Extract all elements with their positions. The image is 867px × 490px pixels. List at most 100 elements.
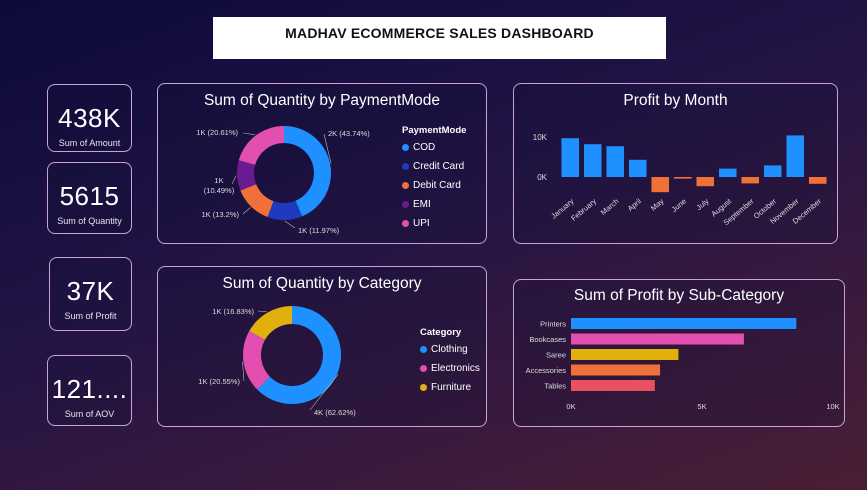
chart-title: Sum of Profit by Sub-Category [573,287,785,304]
legend-item[interactable]: EMI [402,199,466,210]
legend-item[interactable]: UPI [402,218,466,229]
donut-slice[interactable] [257,306,341,404]
month-bar[interactable] [696,177,715,187]
y-tick-label: 10K [533,133,548,142]
kpi-label: Sum of Quantity [57,216,122,226]
leader-line [231,175,237,185]
month-bar[interactable] [561,138,580,177]
leader-line [284,220,296,229]
month-bar[interactable] [583,144,602,177]
leader-line [242,132,256,136]
legend-title: Category [420,327,462,338]
data-label: 1K (16.83%) [212,307,254,316]
panel-quantity-by-category[interactable]: Sum of Quantity by Category 4K (62.62%) 1… [157,266,487,427]
month-bar[interactable] [786,135,805,177]
panel-profit-by-subcategory[interactable]: Sum of Profit by Sub-Category Printers Bo… [513,279,845,427]
legend-dot [402,144,409,151]
legend-label: UPI [413,218,430,229]
month-bar[interactable] [651,177,670,193]
legend-dot [402,163,409,170]
x-tick-label: 5K [697,402,706,411]
x-tick-label: February [569,196,598,222]
x-tick-label: 10K [826,402,839,411]
category-donut-chart: 4K (62.62%) 1K (20.55%) 1K (16.83%) [198,306,356,417]
donut-slice[interactable] [240,184,274,218]
month-bar[interactable] [718,168,737,177]
kpi-card-amount[interactable]: 438K Sum of Amount [47,84,132,152]
x-tick-label: June [670,197,688,214]
month-bar[interactable] [673,177,692,179]
month-bar[interactable] [808,177,827,184]
donut-slice[interactable] [267,200,303,220]
legend-item[interactable]: Furniture [420,382,480,393]
month-bar[interactable] [606,146,625,177]
leader-line [242,361,245,382]
legend-paymentmode: PaymentMode COD Credit Card Debit Card E… [402,125,466,237]
subcategory-bar[interactable] [571,380,655,391]
kpi-label: Sum of Amount [58,138,121,148]
legend-label: Debit Card [413,180,461,191]
legend-item[interactable]: Debit Card [402,180,466,191]
leader-line [242,207,251,215]
y-tick-label: Tables [544,382,566,391]
subcategory-bar[interactable] [571,333,744,345]
subcategory-bar[interactable] [571,364,661,376]
legend-title: PaymentMode [402,125,467,136]
dashboard-title: MADHAV ECOMMERCE SALES DASHBOARD [213,17,666,59]
x-tick-label: March [599,197,621,217]
legend-dot [402,201,409,208]
legend-label: Clothing [431,344,468,355]
donut-slice[interactable] [284,126,332,217]
donut-slice[interactable] [238,126,284,165]
legend-dot [402,220,409,227]
donut-slice[interactable] [249,306,292,340]
month-bar[interactable] [741,177,760,184]
kpi-value: 121.... [51,374,128,404]
y-tick-label: Accessories [526,366,567,375]
chart-title: Sum of Quantity by Category [222,275,422,292]
legend-label: Furniture [431,382,472,393]
legend-item[interactable]: COD [402,142,466,153]
donut-slice[interactable] [243,330,270,390]
subcategory-bar[interactable] [571,349,679,360]
donut-slice[interactable] [237,160,257,191]
kpi-card-aov[interactable]: 121.... Sum of AOV [47,355,132,426]
legend-label: Electronics [431,363,480,374]
kpi-label: Sum of AOV [64,409,115,419]
x-tick-label: April [626,196,644,213]
kpi-card-quantity[interactable]: 5615 Sum of Quantity [47,162,132,234]
panel-profit-by-month[interactable]: Profit by Month 10K 0K January February Marc… [513,83,838,244]
legend-item[interactable]: Electronics [420,363,480,374]
month-bar[interactable] [628,159,647,177]
data-label: 1K (20.55%) [198,377,240,386]
legend-category: Category Clothing Electronics Furniture [420,327,480,401]
panel-quantity-by-paymentmode[interactable]: Sum of Quantity by PaymentMode 2K (43.74… [157,83,487,244]
kpi-value: 5615 [59,181,120,211]
y-tick-label: 0K [537,173,547,182]
leader-line [323,133,332,164]
leader-line [309,374,339,411]
leader-line [257,310,267,313]
month-bar[interactable] [763,165,782,177]
data-label: 4K (62.62%) [314,408,356,417]
profit-by-subcategory-chart: Printers Bookcases Saree Accessories Tables 0… [526,318,840,411]
kpi-label: Sum of Profit [64,311,117,321]
legend-label: Credit Card [413,161,465,172]
data-label: 1K (13.2%) [201,210,239,219]
kpi-value: 438K [58,103,121,133]
kpi-value: 37K [66,276,115,306]
legend-dot [420,365,427,372]
x-tick-label: 0K [566,402,575,411]
chart-title: Sum of Quantity by PaymentMode [203,92,441,109]
y-tick-label: Bookcases [529,335,566,344]
x-tick-label: July [695,196,711,212]
subcategory-bar[interactable] [571,318,797,329]
kpi-card-profit[interactable]: 37K Sum of Profit [49,257,132,331]
data-label: (10.49%) [204,186,235,195]
legend-item[interactable]: Credit Card [402,161,466,172]
paymentmode-donut-chart: 2K (43.74%) 1K (11.97%) 1K (13.2%) 1K(10.49… [196,126,370,235]
x-tick-label: May [649,196,666,212]
data-label: 2K (43.74%) [328,129,370,138]
legend-item[interactable]: Clothing [420,344,480,355]
chart-title: Profit by Month [623,92,728,109]
